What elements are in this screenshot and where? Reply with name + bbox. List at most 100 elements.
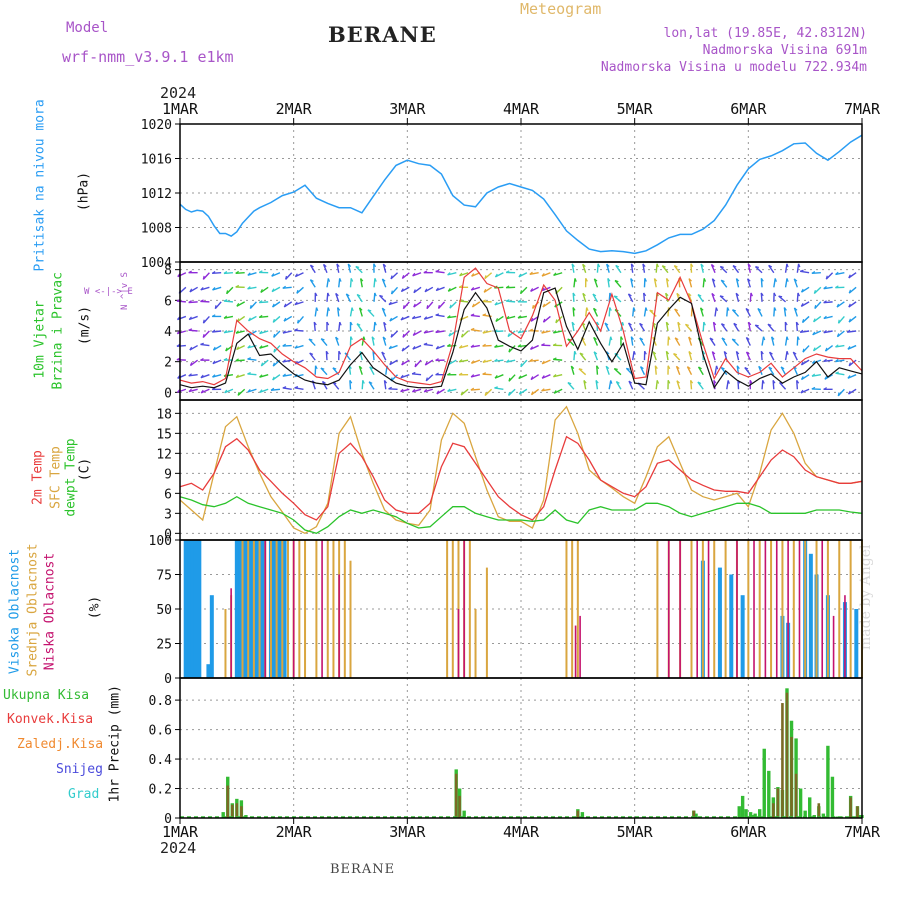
wind-arrow-head (517, 315, 522, 319)
wind-arrow-head (356, 293, 361, 297)
wind-arrow-head (259, 330, 263, 334)
meteogram-title: Meteogram (520, 0, 602, 18)
wind-arrow-head (200, 389, 204, 394)
wind-arrow-head (674, 264, 678, 268)
wind-arrow-head (595, 380, 599, 384)
wind-arrow (760, 292, 763, 302)
wind-arrow-head (188, 316, 192, 320)
y-tick-label: 0 (164, 812, 172, 827)
wind-arrow-head (355, 265, 360, 268)
dewpt-line (179, 495, 863, 535)
wind-arrow-head (260, 362, 264, 367)
wind-arrow (388, 301, 398, 306)
high-cloud-bar (234, 540, 239, 678)
wind-arrow-head (494, 358, 498, 362)
wind-arrow (567, 382, 575, 390)
wind-arrow-head (484, 392, 487, 396)
wind-arrow (400, 388, 410, 393)
wind-arrow-head (401, 275, 405, 279)
wind-arrow (529, 359, 539, 362)
high-cloud-bar (206, 664, 211, 678)
wind-arrow-head (188, 328, 193, 331)
wind-arrow-head (786, 336, 789, 341)
wind-arrow (630, 263, 634, 273)
day-label-bottom: 7MAR (844, 823, 881, 841)
wind-arrow-head (223, 315, 228, 319)
wind-arrow (745, 351, 751, 361)
wind-arrow-head (400, 316, 404, 321)
wind-arrow-head (800, 361, 804, 366)
day-label-top: 4MAR (503, 100, 540, 118)
wind-arrow-head (325, 350, 329, 355)
wind-arrow (689, 380, 693, 390)
wind-arrow (667, 336, 670, 346)
wind-arrow (447, 388, 457, 393)
high-cloud-bar (183, 540, 188, 678)
wind-arrow-head (259, 389, 263, 393)
wind-arrow-head (621, 321, 625, 326)
wind-arrow-head (402, 333, 405, 338)
mid-cloud-bar (275, 540, 278, 678)
wind-arrow-head (424, 361, 428, 366)
wind-arrow-head (314, 292, 318, 297)
wind-arrow-head (212, 374, 216, 378)
total-precip-bar (737, 806, 741, 818)
wind-arrow-head (258, 270, 263, 273)
wind-arrow (639, 366, 646, 376)
wind-arrow (688, 336, 693, 346)
wind-arrow (784, 336, 788, 346)
low-cloud-bar (574, 625, 577, 678)
wind-arrow-head (713, 321, 717, 326)
wind-arrow-head (767, 323, 772, 326)
wind-arrow-head (200, 299, 204, 302)
wind-arrow-head (482, 343, 486, 347)
wind-arrow (413, 286, 422, 294)
wind-arrow-head (335, 336, 339, 340)
wind-arrow-head (356, 323, 361, 326)
wind-arrow (309, 264, 316, 274)
wind-arrow-head (604, 322, 609, 326)
wind-arrow (735, 292, 740, 303)
wind-arrow-head (346, 293, 350, 297)
wind-arrow (235, 272, 245, 274)
wind-arrow (482, 359, 492, 364)
wind-arrow-head (835, 344, 839, 348)
total-precip-bar (821, 813, 826, 818)
wind-arrow (402, 301, 410, 310)
high-cloud-bar (279, 540, 284, 678)
high-cloud-bar (717, 567, 722, 678)
wind-arrow-head (271, 273, 275, 277)
y-tick-label: 100 (149, 534, 172, 549)
wind-arrow (349, 278, 352, 288)
wind-arrow (447, 315, 457, 319)
total-precip-bar (751, 815, 755, 818)
wind-arrow (745, 308, 751, 317)
wind-arrow (639, 337, 646, 346)
wind-arrow-head (609, 307, 612, 311)
wind-arrow-head (786, 278, 789, 282)
wind-arrow-head (786, 263, 789, 268)
wind-arrow-head (296, 289, 299, 294)
y-tick-label: 0 (164, 527, 172, 542)
wind-arrow (426, 301, 434, 310)
y-tick-label: 50 (156, 603, 172, 618)
wind-arrow (613, 295, 622, 303)
wind-arrow-head (390, 275, 393, 280)
wind-arrow-head (639, 322, 643, 326)
wind-arrow-head (847, 346, 851, 350)
wind-arrow-head (702, 350, 706, 355)
wind-arrow-head (435, 372, 439, 376)
wind-arrow (792, 351, 798, 361)
wind-arrow (673, 353, 681, 361)
wind-arrow-head (247, 388, 251, 393)
wind-arrow (412, 315, 422, 320)
high-cloud-bar (238, 540, 243, 678)
wind-arrow-head (747, 278, 751, 282)
wind-arrow-head (309, 352, 314, 355)
wind-arrow-head (188, 388, 192, 392)
wind-arrow-head (388, 345, 392, 350)
low-cloud-bar (764, 540, 767, 678)
wind-arrow (335, 336, 340, 346)
wind-arrow-head (320, 367, 325, 370)
wind-arrow-head (382, 278, 386, 282)
